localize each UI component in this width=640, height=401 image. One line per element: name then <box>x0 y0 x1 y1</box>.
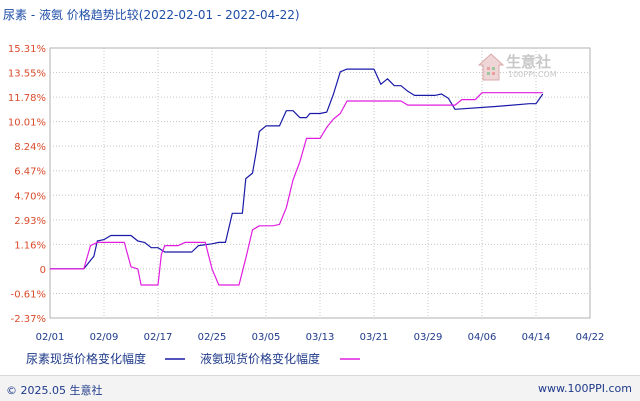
footer-bar: © 2025.05 生意社 www.100PPI.com <box>0 375 640 401</box>
y-tick-label: 2.93% <box>14 216 46 227</box>
x-tick-label: 04/22 <box>576 332 605 343</box>
watermark-logo: 生意社 100PPI.COM <box>477 52 557 86</box>
y-tick-label: 0 <box>40 265 46 276</box>
x-tick-label: 04/06 <box>468 332 497 343</box>
x-tick-label: 02/25 <box>198 332 227 343</box>
y-tick-label: 15.31% <box>8 44 46 55</box>
chart-svg: 15.31% 13.55% 11.78% 10.01% 8.24% 6.47% 4.70% 2… <box>8 44 605 366</box>
y-tick-label: 13.55% <box>8 69 46 80</box>
y-axis-ticks: 15.31% 13.55% 11.78% 10.01% 8.24% 6.47% 4.70% 2… <box>8 44 46 325</box>
watermark-name: 生意社 <box>506 53 552 71</box>
x-tick-label: 03/29 <box>414 332 443 343</box>
y-tick-label: 4.70% <box>14 191 46 202</box>
legend-label-urea: 尿素现货价格变化幅度 <box>26 351 146 366</box>
x-axis-ticks: 02/01 02/09 02/17 02/25 03/05 03/13 03/21 03/29… <box>36 332 605 343</box>
x-tick-label: 03/13 <box>306 332 335 343</box>
x-tick-label: 02/01 <box>36 332 65 343</box>
watermark-url: 100PPI.COM <box>508 70 557 79</box>
footer-copyright: © 2025.05 生意社 <box>6 384 103 397</box>
y-tick-label: 6.47% <box>14 167 46 178</box>
series-lines <box>50 68 544 286</box>
y-tick-label: -2.37% <box>11 314 46 325</box>
footer-link[interactable]: www.100PPI.com <box>538 382 632 395</box>
x-tick-label: 02/09 <box>90 332 119 343</box>
y-tick-label: 10.01% <box>8 118 46 129</box>
chart-title: 尿素 - 液氨 价格趋势比较(2022-02-01 - 2022-04-22) <box>3 8 300 22</box>
y-tick-label: -0.61% <box>11 289 46 300</box>
x-tick-label: 02/17 <box>144 332 173 343</box>
x-tick-label: 03/21 <box>360 332 389 343</box>
series-line-0 <box>50 68 544 270</box>
y-tick-label: 11.78% <box>8 93 46 104</box>
house-logo-icon <box>477 53 505 81</box>
legend: 尿素现货价格变化幅度 液氨现货价格变化幅度 <box>26 351 360 366</box>
grid-lines <box>50 48 590 318</box>
x-tick-label: 04/14 <box>522 332 551 343</box>
legend-label-ammonia: 液氨现货价格变化幅度 <box>200 351 320 366</box>
x-tick-label: 03/05 <box>252 332 281 343</box>
y-tick-label: 1.16% <box>14 240 46 251</box>
y-tick-label: 8.24% <box>14 142 46 153</box>
series-line-1 <box>50 92 543 286</box>
